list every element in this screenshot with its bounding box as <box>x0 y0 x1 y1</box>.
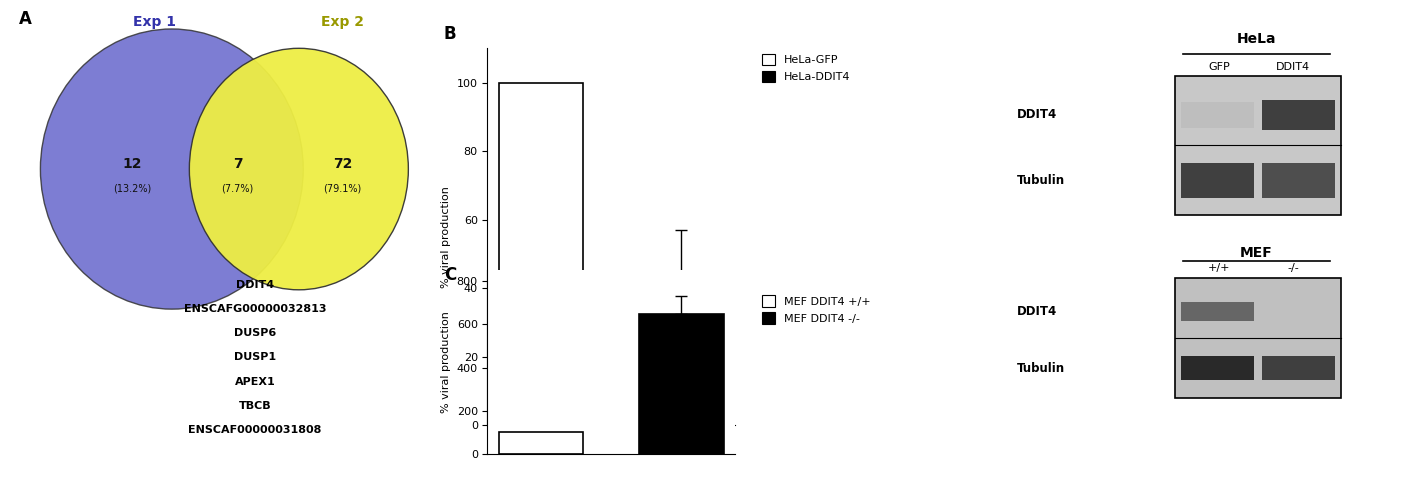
Bar <box>499 83 584 425</box>
Bar <box>1181 163 1255 198</box>
Ellipse shape <box>189 48 408 290</box>
Bar <box>1181 356 1255 381</box>
Text: 72: 72 <box>333 157 352 171</box>
Text: +/+: +/+ <box>1208 263 1231 273</box>
Bar <box>639 313 723 454</box>
Text: Tubulin: Tubulin <box>1017 174 1065 186</box>
Ellipse shape <box>41 29 304 309</box>
Text: Tubulin: Tubulin <box>1017 362 1065 375</box>
Bar <box>1262 356 1335 381</box>
Text: MEF: MEF <box>1239 246 1273 260</box>
Text: APEX1: APEX1 <box>235 377 276 386</box>
Text: Exp 1: Exp 1 <box>133 15 175 28</box>
Bar <box>1262 304 1335 319</box>
Text: DDIT4: DDIT4 <box>1017 108 1057 121</box>
Bar <box>1262 163 1335 198</box>
Legend: HeLa-GFP, HeLa-DDIT4: HeLa-GFP, HeLa-DDIT4 <box>762 54 851 82</box>
Bar <box>1181 302 1255 321</box>
Text: DDIT4: DDIT4 <box>1276 62 1310 72</box>
Text: ENSCAFG00000032813: ENSCAFG00000032813 <box>184 304 326 314</box>
Text: (79.1%): (79.1%) <box>324 184 362 193</box>
Text: GFP: GFP <box>1208 62 1231 72</box>
Text: -/-: -/- <box>1287 263 1299 273</box>
Text: A: A <box>18 10 31 28</box>
Text: C: C <box>444 266 456 284</box>
Legend: MEF DDIT4 +/+, MEF DDIT4 -/-: MEF DDIT4 +/+, MEF DDIT4 -/- <box>762 296 870 324</box>
Bar <box>1176 278 1341 398</box>
Text: HeLa: HeLa <box>1236 32 1276 46</box>
Bar <box>499 432 584 454</box>
Text: B: B <box>444 25 456 43</box>
Text: DDIT4: DDIT4 <box>236 280 274 290</box>
Text: TBCB: TBCB <box>239 401 271 411</box>
Text: DUSP1: DUSP1 <box>235 353 276 362</box>
Y-axis label: % viral production: % viral production <box>441 186 451 287</box>
Text: (7.7%): (7.7%) <box>222 184 254 193</box>
Text: DDIT4: DDIT4 <box>1017 305 1057 318</box>
Text: (13.2%): (13.2%) <box>113 184 151 193</box>
Bar <box>1262 99 1335 130</box>
Text: DUSP6: DUSP6 <box>235 328 276 338</box>
Y-axis label: % viral production: % viral production <box>441 312 451 413</box>
Text: ENSCAF00000031808: ENSCAF00000031808 <box>188 425 322 435</box>
Bar <box>1181 102 1255 128</box>
Text: 12: 12 <box>123 157 143 171</box>
Text: Exp 2: Exp 2 <box>321 15 365 28</box>
Bar <box>1176 76 1341 215</box>
Bar <box>639 284 723 425</box>
Text: 7: 7 <box>233 157 243 171</box>
